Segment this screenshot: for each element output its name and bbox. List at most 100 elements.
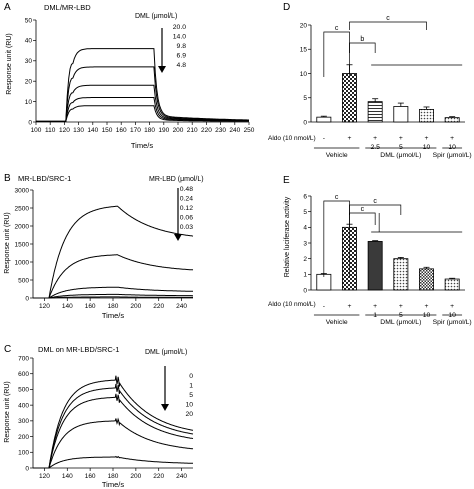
x-tick-label: 200 — [173, 127, 184, 134]
legend-item: 0.06 — [180, 215, 193, 222]
legend-item: 0.48 — [180, 186, 193, 193]
panel-b: B 0 500 1000 1500 2000 2500 3000 120 140 160 180 20… — [4, 173, 204, 320]
significance-letter: c — [361, 206, 365, 213]
panel-b-xlabel: Time/s — [102, 311, 124, 320]
panel-a: A 0 10 20 30 40 50 100 110 120 130 140 150 160 170 180… — [4, 2, 255, 150]
series-line — [33, 393, 194, 469]
group-label: Spir (μmol/L) — [433, 152, 472, 159]
bar — [419, 268, 434, 291]
dose-label: 2.5 — [370, 144, 380, 151]
dose-label: 10 — [423, 144, 431, 151]
panel-b-legend-title: MR-LBD (μmol/L) — [149, 176, 204, 183]
bar — [367, 241, 383, 291]
x-tick-label: 220 — [153, 303, 164, 310]
y-tick-label: 6 — [303, 193, 307, 200]
dose-label: 10 — [448, 144, 456, 151]
y-tick-label: 40 — [25, 38, 33, 45]
y-tick-label: 15 — [300, 47, 308, 54]
x-tick-label: 250 — [244, 127, 255, 134]
group-label: Vehicle — [326, 319, 348, 326]
panel-e-row-label: Aldo (10 nmol/L) — [268, 301, 316, 308]
panel-d-plot: 0 5 10 15 20 - + +2.5 +5 +10 +10 Vehicle DML (μmol/L… — [300, 15, 472, 159]
bar — [444, 117, 460, 123]
bar — [367, 101, 383, 123]
x-tick-label: 200 — [130, 303, 141, 310]
panel-label-d: D — [283, 2, 290, 13]
y-tick-label: 5 — [303, 209, 307, 216]
y-tick-label: 0 — [25, 295, 29, 302]
y-tick-label: 600 — [18, 371, 29, 378]
legend-item: 14.0 — [173, 34, 186, 41]
x-tick-label: 230 — [215, 127, 226, 134]
aldo-sign: + — [348, 135, 352, 142]
panel-d: D 0 5 10 15 20 - + +2.5 +5 +10 +10 Vehicle DML (μmol… — [268, 2, 472, 159]
panel-b-title: MR-LBD/SRC-1 — [18, 174, 71, 183]
y-tick-label: 30 — [25, 58, 33, 65]
aldo-sign: - — [323, 303, 325, 310]
x-tick-label: 240 — [176, 303, 187, 310]
series-line — [33, 383, 194, 469]
x-tick-label: 220 — [201, 127, 212, 134]
aldo-sign: + — [425, 135, 429, 142]
aldo-sign: + — [399, 303, 403, 310]
group-label: DML (μmol/L) — [380, 152, 421, 159]
legend-item: 4.8 — [177, 62, 187, 69]
y-tick-label: 0 — [25, 465, 29, 472]
panel-label-e: E — [283, 175, 290, 186]
series-line — [33, 205, 194, 299]
series-line — [33, 286, 193, 299]
panel-e-plot: 0 1 2 3 4 5 6 - + +1 +5 +10 +10 Vehicle DML (μmol/L) Sp… — [303, 193, 471, 326]
y-tick-label: 300 — [18, 418, 29, 425]
y-tick-label: 700 — [18, 355, 29, 362]
x-tick-label: 100 — [31, 127, 42, 134]
x-tick-label: 120 — [59, 127, 70, 134]
aldo-sign: + — [373, 135, 377, 142]
y-tick-label: 20 — [300, 22, 308, 29]
significance-bracket — [349, 204, 402, 215]
panel-c-legend-arrowhead — [161, 404, 169, 411]
x-tick-label: 180 — [144, 127, 155, 134]
dose-label: 10 — [448, 312, 456, 319]
x-tick-label: 160 — [85, 303, 96, 310]
x-tick-label: 120 — [39, 473, 50, 480]
legend-item: 0.24 — [180, 196, 193, 203]
significance-letter: c — [335, 194, 339, 201]
dose-label: 10 — [423, 312, 431, 319]
panel-a-plot: 0 10 20 30 40 50 100 110 120 130 140 150 160 170 180 19… — [25, 17, 255, 134]
legend-item: 20 — [185, 411, 193, 418]
series-line — [33, 455, 193, 469]
x-tick-label: 140 — [62, 303, 73, 310]
x-tick-label: 210 — [187, 127, 198, 134]
panel-c-ylabel: Response unit (RU) — [4, 381, 11, 442]
dose-label: 5 — [399, 312, 403, 319]
y-tick-label: 0 — [303, 287, 307, 294]
series-line — [33, 254, 194, 299]
panel-label-c: C — [4, 344, 11, 355]
x-tick-label: 160 — [116, 127, 127, 134]
panel-c-xlabel: Time/s — [102, 480, 124, 489]
legend-item: 5 — [189, 392, 193, 399]
x-tick-label: 110 — [45, 127, 56, 134]
legend-item: 9.8 — [177, 43, 187, 50]
x-tick-label: 170 — [130, 127, 141, 134]
x-tick-label: 120 — [39, 303, 50, 310]
x-tick-label: 140 — [87, 127, 98, 134]
series-line — [36, 105, 249, 122]
legend-item: 0 — [189, 373, 193, 380]
series-line — [33, 293, 193, 299]
y-tick-label: 3000 — [15, 187, 30, 194]
y-tick-label: 1500 — [15, 241, 30, 248]
y-tick-label: 1 — [303, 272, 307, 279]
x-tick-label: 150 — [102, 127, 113, 134]
significance-bracket — [349, 212, 376, 225]
significance-letter: c — [335, 25, 339, 32]
y-tick-label: 4 — [303, 225, 307, 232]
significance-bracket — [349, 42, 376, 53]
x-tick-label: 240 — [229, 127, 240, 134]
aldo-sign: + — [399, 135, 403, 142]
x-tick-label: 160 — [85, 473, 96, 480]
x-tick-label: 130 — [73, 127, 84, 134]
x-tick-label: 140 — [62, 473, 73, 480]
